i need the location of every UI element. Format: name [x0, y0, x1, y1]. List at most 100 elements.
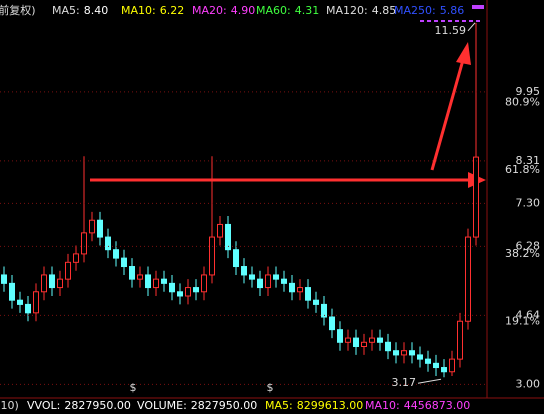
footer-value: 2827950.00 [191, 399, 257, 412]
footer-entry: MA5: 8299613.00 [265, 399, 363, 412]
legend-value: 5.86 [440, 4, 465, 17]
y-tick-label: 6.28 [516, 239, 541, 252]
candle-body [9, 282, 15, 301]
candle-body [321, 303, 327, 318]
candle-body [249, 274, 255, 280]
candle-body [385, 341, 391, 352]
candle-body [97, 219, 103, 238]
candle-body [225, 223, 231, 251]
footer-entry: VVOL: 2827950.00 [27, 399, 131, 412]
candle-body [337, 329, 343, 343]
candle-body [169, 282, 175, 293]
candle-body [33, 291, 39, 314]
candle-body [257, 278, 263, 289]
candle-body [41, 274, 47, 293]
candle-body [265, 274, 271, 289]
candle-body [313, 299, 319, 305]
candle-body [57, 278, 63, 289]
legend-name: MA250: [394, 4, 436, 17]
candle-body [329, 316, 335, 331]
candle-body [409, 350, 415, 356]
candle-body [49, 274, 55, 289]
y-tick-label: 8.31 [516, 154, 541, 167]
legend-entry: MA20: 4.90 [192, 4, 255, 17]
annotation-pointer [417, 378, 442, 384]
candle-body [417, 354, 423, 360]
candle-body [201, 274, 207, 293]
candle-body [121, 257, 127, 268]
fib-tick-label: 38.2% [505, 247, 540, 260]
footer-entry: VOLUME: 2827950.00 [137, 399, 257, 412]
candle-body [17, 299, 23, 305]
candle-body [361, 341, 367, 347]
legend-marker [472, 5, 484, 9]
candle-body [305, 287, 311, 301]
candle-body [233, 249, 239, 268]
y-tick-label: 4.64 [516, 308, 541, 321]
legend-name: MA20: [192, 4, 227, 17]
candle-body [193, 287, 199, 293]
marker: $ [267, 381, 274, 394]
candle-body [113, 249, 119, 259]
annotation-pointer [467, 22, 476, 32]
candle-body [105, 236, 111, 251]
y-tick-label: 7.30 [516, 196, 541, 209]
candle-body [345, 337, 351, 343]
candle-body [65, 261, 71, 280]
legend-name: MA60: [256, 4, 291, 17]
marker: $ [130, 381, 137, 394]
candle-body [73, 253, 79, 263]
fib-tick-label: 80.9% [505, 96, 540, 109]
legend-name: MA10: [121, 4, 156, 17]
low-label: 3.17 [392, 376, 417, 389]
legend-entry: MA60: 4.31 [256, 4, 319, 17]
footer-name: VOLUME: [137, 399, 187, 412]
candle-body [425, 358, 431, 364]
y-tick-label: 9.95 [516, 85, 541, 98]
candle-body [353, 337, 359, 347]
candle-body [89, 219, 95, 234]
legend-entry: MA5: 8.40 [52, 4, 108, 17]
candle-body [433, 362, 439, 369]
candle-body [273, 274, 279, 280]
legend-entry: MA10: 6.22 [121, 4, 184, 17]
footer-prefix: ,10) [0, 399, 19, 412]
candle-body [289, 282, 295, 293]
candle-body [137, 274, 143, 280]
candle-body [465, 236, 471, 322]
legend-value: 8.40 [84, 4, 109, 17]
legend-value: 4.31 [295, 4, 320, 17]
y-tick-label: 3.00 [516, 377, 541, 390]
candle-body [241, 266, 247, 276]
legend-value: 4.85 [372, 4, 397, 17]
candle-body [153, 278, 159, 289]
footer-name: MA10: [365, 399, 400, 412]
fib-tick-label: 19.1% [505, 315, 540, 328]
plot [1, 22, 479, 378]
candle-body [209, 236, 215, 276]
header-prefix: (前复权) [0, 3, 36, 17]
annotation-arrow [430, 59, 465, 171]
candle-body [145, 274, 151, 289]
footer-value: 2827950.00 [64, 399, 130, 412]
candle-body [1, 274, 7, 284]
arrow-head [456, 42, 471, 65]
legend-name: MA120: [326, 4, 368, 17]
candle-body [161, 278, 167, 284]
candle-body [473, 156, 479, 238]
legend-entry: MA250: 5.86 [394, 4, 464, 17]
footer-value: 4456873.00 [404, 399, 470, 412]
candle-body [129, 266, 135, 280]
candle-body [217, 223, 223, 238]
legend-name: MA5: [52, 4, 80, 17]
candle-body [393, 350, 399, 356]
footer-name: MA5: [265, 399, 293, 412]
candle-body [177, 291, 183, 297]
candle-body [185, 287, 191, 297]
candle-body [297, 287, 303, 293]
legend-value: 4.90 [231, 4, 256, 17]
candle-body [377, 337, 383, 343]
footer-entry: MA10: 4456873.00 [365, 399, 470, 412]
